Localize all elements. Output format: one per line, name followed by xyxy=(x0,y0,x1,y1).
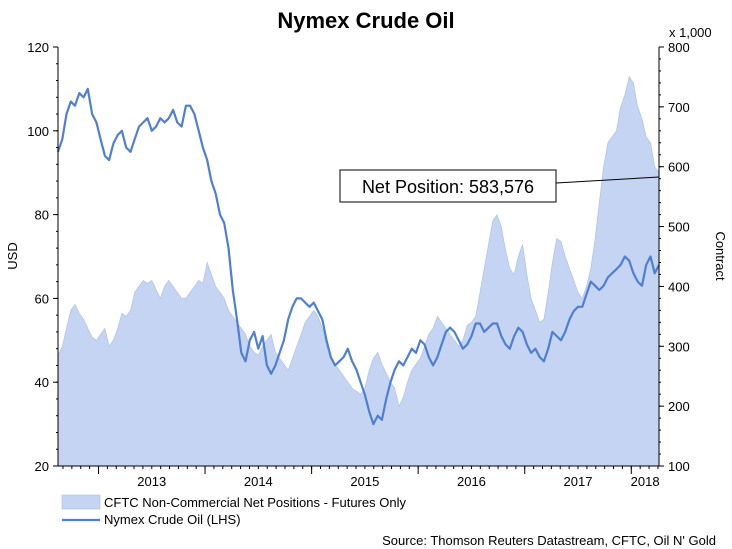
left-tick-label: 80 xyxy=(35,208,49,223)
right-tick-label: 200 xyxy=(668,399,690,414)
x-tick-label: 2018 xyxy=(631,474,660,489)
legend: CFTC Non-Commercial Net Positions - Futu… xyxy=(61,494,406,527)
annotation-callout: Net Position: 583,576 xyxy=(339,169,660,203)
net-positions-area xyxy=(57,76,660,467)
right-tick-label: 300 xyxy=(668,339,690,354)
left-axis-title: USD xyxy=(5,242,20,269)
right-axis-ticks: 100 200 300 400 500 600 700 800 xyxy=(659,40,690,474)
right-axis-title: Contract xyxy=(713,231,728,281)
legend-area-label: CFTC Non-Commercial Net Positions - Futu… xyxy=(104,495,406,510)
right-tick-label: 500 xyxy=(668,220,690,235)
callout-leader-line xyxy=(555,176,660,184)
left-tick-label: 20 xyxy=(35,459,49,474)
crude-oil-line xyxy=(56,87,660,426)
right-tick-label: 800 xyxy=(668,40,690,55)
right-axis-multiplier: x 1,000 xyxy=(669,25,712,40)
callout-box xyxy=(339,169,557,203)
x-tick-label: 2015 xyxy=(350,474,379,489)
x-tick-label: 2014 xyxy=(244,474,273,489)
right-tick-label: 700 xyxy=(668,100,690,115)
left-tick-label: 60 xyxy=(35,291,49,306)
legend-area-swatch xyxy=(61,494,101,510)
chart-title: Nymex Crude Oil xyxy=(277,8,454,33)
right-tick-label: 400 xyxy=(668,279,690,294)
callout-text: Net Position: 583,576 xyxy=(362,177,534,197)
legend-line-label: Nymex Crude Oil (LHS) xyxy=(104,512,241,527)
plot-area xyxy=(56,76,660,467)
right-tick-label: 600 xyxy=(668,160,690,175)
x-axis-ticks: 2013 2014 2015 2016 2017 2018 xyxy=(62,466,660,489)
source-note: Source: Thomson Reuters Datastream, CFTC… xyxy=(382,533,716,548)
x-tick-label: 2013 xyxy=(137,474,166,489)
left-tick-label: 120 xyxy=(27,40,49,55)
left-tick-label: 40 xyxy=(35,375,49,390)
left-axis-ticks: 20 40 60 80 100 120 xyxy=(27,40,58,474)
x-tick-label: 2016 xyxy=(457,474,486,489)
x-tick-label: 2017 xyxy=(564,474,593,489)
left-tick-label: 100 xyxy=(27,124,49,139)
right-tick-label: 100 xyxy=(668,459,690,474)
axes xyxy=(57,47,660,467)
